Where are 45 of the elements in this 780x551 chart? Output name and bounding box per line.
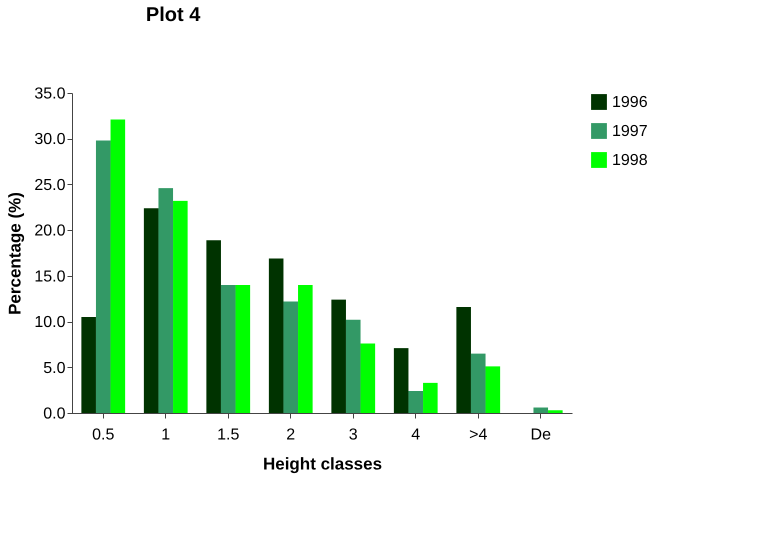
bar xyxy=(394,348,408,413)
bar xyxy=(283,301,298,413)
bar xyxy=(470,354,486,413)
bar xyxy=(236,285,250,413)
bar xyxy=(486,366,500,413)
y-tick-label: 25.0 xyxy=(34,176,66,194)
bar xyxy=(408,391,424,413)
bar xyxy=(346,320,361,413)
y-tick-label: 35.0 xyxy=(34,86,66,102)
bar xyxy=(360,344,376,413)
y-tick-label: 20.0 xyxy=(34,222,66,240)
legend-label: 1997 xyxy=(612,123,648,140)
bar xyxy=(81,317,96,413)
y-tick-label: 30.0 xyxy=(34,131,66,148)
x-tick-label: 3 xyxy=(348,426,358,444)
legend-label: 1996 xyxy=(612,94,648,111)
bar xyxy=(158,188,174,413)
x-tick-label: De xyxy=(530,426,552,444)
y-tick-label: 10.0 xyxy=(34,314,66,332)
bar xyxy=(206,240,221,413)
bar xyxy=(220,285,236,413)
y-axis-title: Percentage (%) xyxy=(5,192,24,315)
legend-label: 1998 xyxy=(612,152,648,169)
bar xyxy=(423,382,438,413)
x-tick-label: 1.5 xyxy=(217,426,240,444)
bar xyxy=(110,120,126,413)
bar xyxy=(456,306,471,413)
y-tick-label: 5.0 xyxy=(43,360,66,377)
bar xyxy=(331,300,346,413)
x-tick-label: 1 xyxy=(161,426,170,444)
bar xyxy=(268,258,284,413)
bar xyxy=(144,208,158,413)
y-tick-label: 15.0 xyxy=(34,268,66,286)
x-tick-label: >4 xyxy=(469,426,488,444)
x-tick-label: 0.5 xyxy=(92,426,114,444)
bar xyxy=(173,200,188,413)
bar xyxy=(533,408,548,413)
bar xyxy=(298,285,313,413)
x-tick-label: 4 xyxy=(411,426,420,444)
x-axis-title: Height classes xyxy=(262,454,382,474)
y-tick-label: 0.0 xyxy=(43,406,66,422)
bar xyxy=(96,140,111,413)
x-tick-label: 2 xyxy=(286,426,296,444)
chart-title: Plot 4 xyxy=(146,4,202,26)
bar xyxy=(548,410,563,413)
